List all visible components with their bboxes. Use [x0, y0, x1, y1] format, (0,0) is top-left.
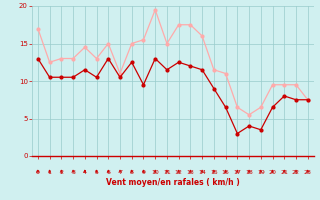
X-axis label: Vent moyen/en rafales ( km/h ): Vent moyen/en rafales ( km/h ) — [106, 178, 240, 187]
